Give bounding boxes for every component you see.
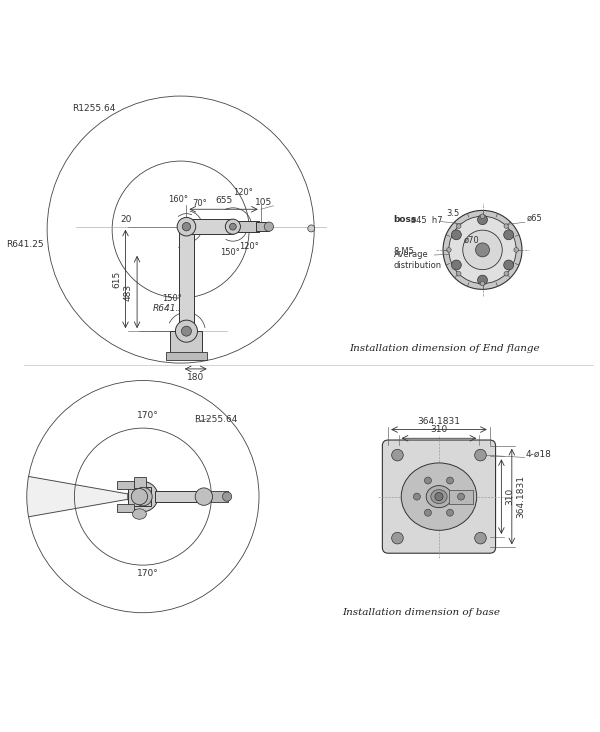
- Circle shape: [128, 482, 158, 512]
- Text: 310: 310: [505, 488, 514, 505]
- Circle shape: [451, 260, 461, 270]
- Ellipse shape: [401, 463, 477, 530]
- Circle shape: [475, 532, 486, 544]
- Polygon shape: [27, 477, 143, 517]
- Bar: [211, 491, 228, 502]
- Text: Installation dimension of End flange: Installation dimension of End flange: [349, 344, 540, 353]
- Circle shape: [457, 224, 461, 228]
- Circle shape: [131, 488, 148, 505]
- Circle shape: [504, 230, 514, 240]
- Text: 4-ø18: 4-ø18: [526, 449, 551, 458]
- Text: 364.1831: 364.1831: [418, 417, 460, 425]
- Circle shape: [475, 449, 486, 461]
- Bar: [256, 222, 269, 231]
- Text: 150°: 150°: [162, 294, 182, 303]
- Circle shape: [226, 219, 241, 234]
- Circle shape: [223, 492, 232, 501]
- Bar: [449, 490, 473, 504]
- Text: 615: 615: [112, 270, 121, 288]
- FancyBboxPatch shape: [382, 440, 496, 553]
- Text: 8-M5: 8-M5: [394, 247, 415, 256]
- Circle shape: [443, 210, 522, 289]
- Text: ø70: ø70: [464, 236, 479, 245]
- Circle shape: [175, 320, 197, 342]
- Circle shape: [463, 230, 502, 269]
- Circle shape: [177, 217, 196, 236]
- Text: ø65: ø65: [527, 214, 542, 223]
- Circle shape: [308, 225, 315, 232]
- Circle shape: [424, 509, 431, 516]
- Text: 70°: 70°: [192, 199, 206, 209]
- Text: R641.25: R641.25: [153, 304, 191, 313]
- Circle shape: [478, 275, 487, 285]
- Circle shape: [413, 493, 421, 500]
- Text: 310: 310: [430, 425, 448, 434]
- Circle shape: [478, 214, 487, 225]
- Text: ø45  h7: ø45 h7: [411, 215, 443, 224]
- Circle shape: [449, 216, 516, 283]
- Circle shape: [446, 477, 454, 484]
- Bar: [128, 488, 151, 506]
- Bar: [117, 481, 134, 489]
- Circle shape: [451, 230, 461, 240]
- Circle shape: [504, 260, 514, 270]
- Bar: [155, 491, 204, 502]
- Circle shape: [446, 247, 451, 253]
- Ellipse shape: [133, 509, 146, 519]
- Circle shape: [457, 272, 461, 276]
- Text: Installation dimension of base: Installation dimension of base: [343, 608, 500, 617]
- Circle shape: [458, 493, 464, 500]
- Text: R1255.64: R1255.64: [194, 414, 237, 424]
- Circle shape: [264, 222, 274, 231]
- Text: 180: 180: [187, 373, 205, 382]
- Text: 655: 655: [215, 196, 232, 205]
- Text: 483: 483: [124, 283, 133, 301]
- Circle shape: [480, 214, 485, 219]
- Bar: [166, 352, 207, 360]
- Text: 160°: 160°: [168, 195, 188, 204]
- Circle shape: [446, 509, 454, 516]
- Circle shape: [435, 493, 443, 501]
- Circle shape: [476, 243, 490, 257]
- Polygon shape: [179, 227, 194, 331]
- Text: Average
distribution: Average distribution: [394, 250, 442, 269]
- Bar: [117, 504, 134, 512]
- Circle shape: [514, 247, 518, 253]
- Bar: [134, 477, 146, 488]
- Circle shape: [181, 326, 191, 336]
- Polygon shape: [187, 219, 233, 234]
- Bar: [170, 331, 202, 354]
- Text: 150°: 150°: [220, 247, 240, 256]
- Text: 3.5: 3.5: [446, 209, 459, 218]
- Polygon shape: [233, 222, 259, 232]
- Text: 170°: 170°: [137, 411, 158, 419]
- Text: boss: boss: [394, 215, 417, 224]
- Circle shape: [392, 449, 403, 461]
- Circle shape: [182, 223, 191, 231]
- Circle shape: [504, 272, 509, 276]
- Circle shape: [134, 488, 152, 506]
- Circle shape: [392, 532, 403, 544]
- Text: 20: 20: [120, 215, 131, 224]
- Text: 120°: 120°: [233, 187, 253, 197]
- Ellipse shape: [431, 490, 447, 504]
- Circle shape: [195, 488, 212, 505]
- Circle shape: [480, 281, 485, 286]
- Text: R1255.64: R1255.64: [72, 105, 116, 113]
- Text: 120°: 120°: [239, 242, 259, 251]
- Text: R641.25: R641.25: [7, 239, 44, 249]
- Text: 364.1831: 364.1831: [516, 475, 525, 518]
- Circle shape: [229, 223, 236, 230]
- Text: 170°: 170°: [137, 569, 158, 578]
- Circle shape: [424, 477, 431, 484]
- Ellipse shape: [426, 485, 452, 508]
- Circle shape: [504, 224, 509, 228]
- Text: 105: 105: [255, 198, 272, 206]
